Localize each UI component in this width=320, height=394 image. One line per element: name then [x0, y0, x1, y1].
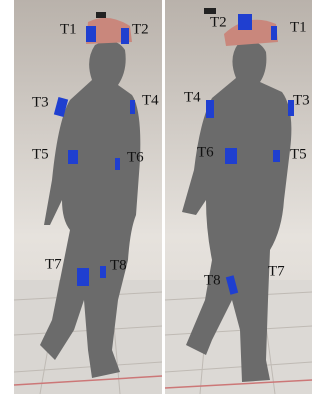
marker-label: T4 — [184, 89, 201, 105]
marker-label: T6 — [127, 149, 144, 165]
marker-label: T7 — [268, 263, 285, 279]
figure: T1 T2 T3 T4 T5 T6 T7 T8 T2 T1 T4 T3 T6 T… — [0, 0, 318, 394]
marker-label: T8 — [110, 257, 127, 273]
marker-label: T3 — [32, 94, 49, 110]
marker-label: T6 — [197, 144, 214, 160]
marker-label: T2 — [132, 21, 149, 37]
marker-label: T1 — [290, 19, 307, 35]
marker-label: T5 — [290, 146, 307, 162]
marker-label: T5 — [32, 146, 49, 162]
left-photo — [14, 0, 162, 394]
marker-label: T1 — [60, 21, 77, 37]
marker-label: T2 — [210, 14, 227, 30]
marker-label: T7 — [45, 256, 62, 272]
marker-label: T4 — [142, 92, 159, 108]
marker-label: T8 — [204, 272, 221, 288]
marker-label: T3 — [293, 92, 310, 108]
right-photo — [165, 0, 312, 394]
